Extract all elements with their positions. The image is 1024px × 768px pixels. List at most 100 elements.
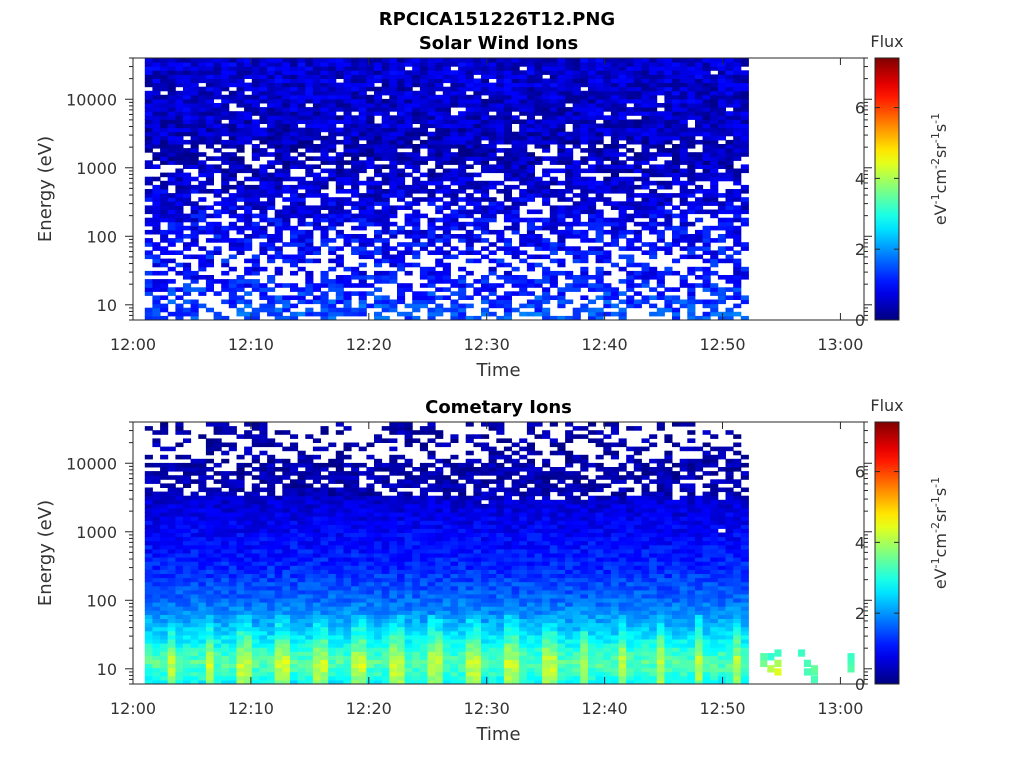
heatmap-cell [649, 242, 658, 247]
heatmap-cell [503, 295, 512, 300]
heatmap-cell [267, 651, 276, 656]
heatmap-cell [572, 250, 581, 255]
heatmap-cell [167, 221, 176, 227]
heatmap-cell [641, 266, 650, 272]
heatmap-cell [167, 671, 176, 677]
heatmap-cell [152, 479, 161, 484]
heatmap-cell [267, 221, 276, 227]
heatmap-cell [259, 82, 268, 88]
heatmap-cell [649, 254, 658, 260]
heatmap-cell [244, 647, 253, 652]
heatmap-cell [603, 107, 612, 112]
heatmap-cell [183, 246, 192, 251]
heatmap-cell [152, 58, 161, 63]
heatmap-cell [435, 119, 444, 124]
heatmap-cell [351, 135, 360, 141]
heatmap-cell [633, 74, 642, 79]
heatmap-cell [511, 209, 520, 215]
heatmap-cell [740, 70, 749, 75]
heatmap-cell [717, 127, 726, 133]
heatmap-cell [267, 499, 276, 505]
heatmap-cell [595, 62, 604, 67]
heatmap-cell [687, 94, 696, 100]
heatmap-cell [213, 589, 222, 595]
heatmap-cell [251, 667, 260, 673]
heatmap-cell [588, 123, 597, 129]
heatmap-cell [312, 287, 321, 292]
heatmap-cell [488, 217, 497, 223]
heatmap-cell [641, 156, 650, 161]
heatmap-cell [687, 242, 696, 247]
heatmap-cell [251, 508, 260, 513]
heatmap-cell [481, 184, 490, 190]
heatmap-cell [160, 66, 169, 71]
heatmap-cell [740, 139, 749, 145]
heatmap-cell [183, 111, 192, 116]
heatmap-cell [221, 172, 230, 178]
heatmap-cell [351, 127, 360, 133]
heatmap-cell [160, 606, 169, 611]
heatmap-cell [511, 66, 520, 71]
heatmap-cell [664, 303, 673, 309]
heatmap-cell [702, 115, 711, 120]
heatmap-cell [687, 291, 696, 296]
heatmap-cell [687, 205, 696, 210]
heatmap-cell [542, 168, 551, 174]
heatmap-cell [687, 135, 696, 141]
heatmap-cell [725, 98, 734, 104]
heatmap-cell [588, 246, 597, 251]
heatmap-cell [267, 565, 276, 570]
heatmap-cell [244, 115, 253, 120]
heatmap-cell [175, 152, 184, 157]
heatmap-cell [695, 66, 704, 71]
heatmap-cell [183, 131, 192, 137]
heatmap-cell [435, 295, 444, 300]
heatmap-cell [419, 180, 428, 186]
heatmap-cell [267, 557, 276, 562]
heatmap-cell [305, 205, 314, 210]
heatmap-cell [183, 540, 192, 546]
heatmap-cell [534, 234, 543, 239]
heatmap-cell [144, 94, 153, 100]
heatmap-cell [534, 107, 543, 112]
heatmap-cell [228, 62, 237, 67]
heatmap-cell [228, 58, 237, 63]
heatmap-cell [427, 234, 436, 239]
heatmap-cell [167, 565, 176, 570]
heatmap-cell [274, 655, 283, 660]
heatmap-cell [557, 78, 566, 84]
heatmap-cell [695, 275, 704, 280]
heatmap-cell [672, 229, 681, 235]
heatmap-cell [251, 62, 260, 67]
heatmap-cell [312, 144, 321, 149]
heatmap-cell [175, 213, 184, 219]
heatmap-cell [328, 94, 337, 100]
heatmap-cell [633, 201, 642, 206]
heatmap-cell [267, 667, 276, 673]
heatmap-cell [290, 107, 299, 112]
heatmap-cell [335, 98, 344, 104]
heatmap-cell [228, 610, 237, 615]
heatmap-cell [435, 111, 444, 116]
heatmap-cell [450, 172, 459, 178]
heatmap-cell [282, 503, 291, 509]
heatmap-cell [526, 311, 535, 317]
heatmap-cell [435, 78, 444, 84]
heatmap-cell [740, 205, 749, 210]
heatmap-cell [717, 82, 726, 88]
heatmap-cell [221, 479, 230, 484]
heatmap-cell [160, 602, 169, 607]
heatmap-cell [534, 119, 543, 124]
heatmap-cell [282, 225, 291, 231]
heatmap-cell [167, 139, 176, 145]
heatmap-cell [183, 107, 192, 112]
heatmap-cell [641, 78, 650, 84]
heatmap-cell [144, 659, 153, 664]
heatmap-cell [144, 115, 153, 120]
heatmap-cell [610, 82, 619, 88]
heatmap-cell [419, 197, 428, 202]
heatmap-cell [603, 201, 612, 206]
heatmap-cell [580, 107, 589, 112]
heatmap-cell [641, 180, 650, 186]
heatmap-cell [236, 90, 245, 96]
